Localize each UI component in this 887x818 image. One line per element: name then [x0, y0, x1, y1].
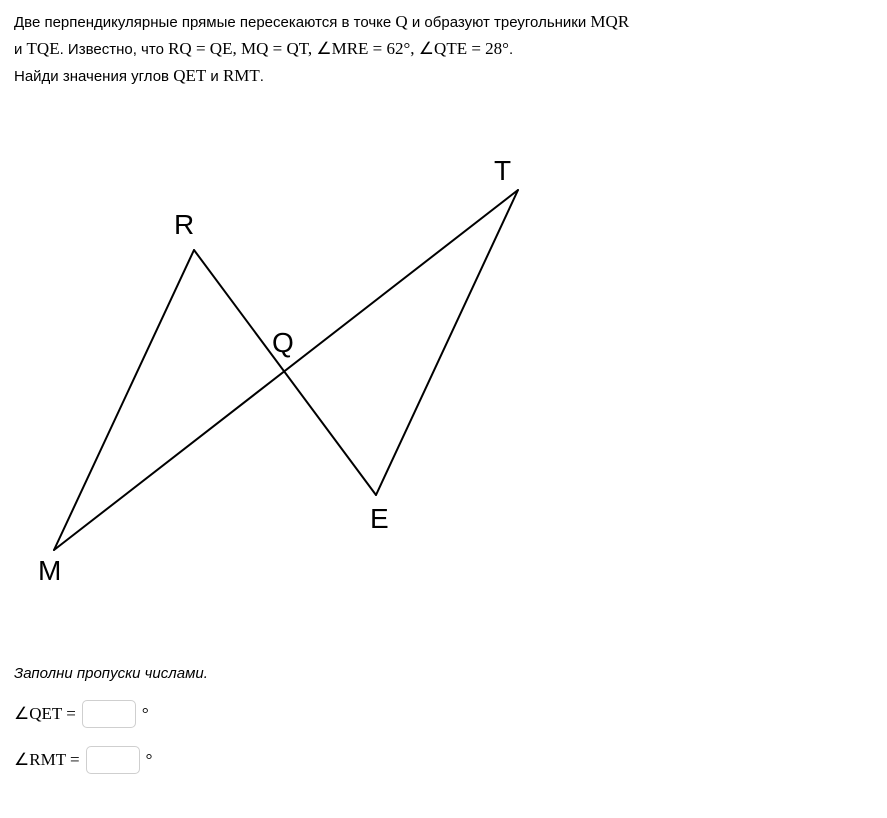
geometry-diagram: M R Q E T [24, 140, 584, 600]
svg-text:E: E [370, 503, 389, 534]
page: Две перпендикулярные прямые пересекаются… [0, 0, 887, 818]
math-rmt: RMT [223, 66, 260, 85]
answer-input-rmt[interactable] [86, 746, 140, 774]
answer-unit-qet: ° [142, 704, 149, 724]
text: . [260, 68, 264, 85]
answer-row-rmt: ∠RMT = ° [14, 746, 873, 774]
text: . Известно, что [60, 41, 169, 58]
problem-statement: Две перпендикулярные прямые пересекаются… [14, 8, 873, 90]
answer-label-qet: ∠QET = [14, 704, 76, 724]
math-given: RQ = QE, MQ = QT, ∠MRE = 62°, ∠QTE = 28° [168, 39, 509, 58]
math-tqe: TQE [27, 39, 60, 58]
svg-text:T: T [494, 155, 511, 186]
answer-row-qet: ∠QET = ° [14, 700, 873, 728]
text: Найди значения углов [14, 68, 173, 85]
math-q: Q [395, 12, 407, 31]
svg-text:R: R [174, 209, 194, 240]
answer-input-qet[interactable] [82, 700, 136, 728]
text: и [14, 41, 27, 58]
svg-text:Q: Q [272, 327, 294, 358]
text: . [509, 41, 513, 58]
answer-unit-rmt: ° [146, 750, 153, 770]
svg-text:M: M [38, 555, 61, 586]
instructions: Заполни пропуски числами. [14, 665, 873, 682]
figure: M R Q E T [24, 140, 873, 605]
text: и [206, 68, 223, 85]
text: Две перпендикулярные прямые пересекаются… [14, 14, 395, 31]
text: и образуют треугольники [408, 14, 591, 31]
math-qet: QET [173, 66, 206, 85]
answer-label-rmt: ∠RMT = [14, 750, 80, 770]
math-mqr: MQR [590, 12, 629, 31]
